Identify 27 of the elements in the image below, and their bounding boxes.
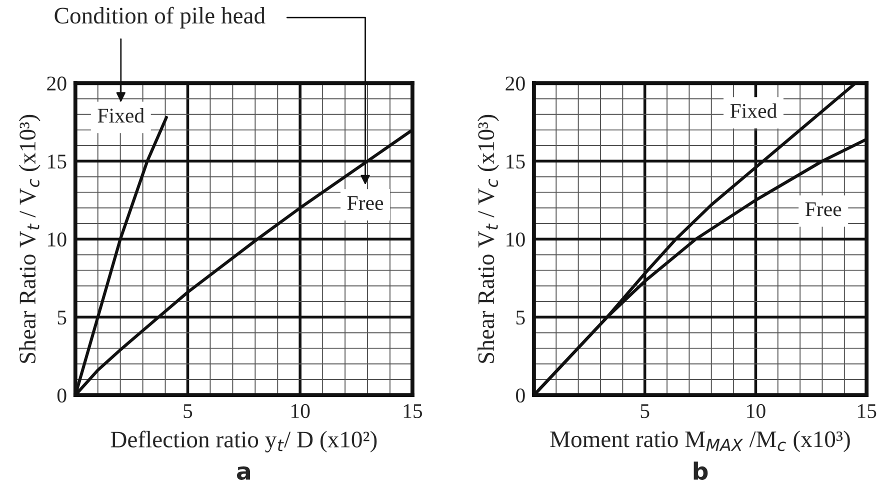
x-axis-title: Moment ratio M$_{MAX}$ /M$_{c}$ (x10³) [550,430,850,452]
y-tick-label: 15 [506,154,525,169]
x-axis-title: Deflection ratio y$_{t}$/ D (x10²) [110,430,377,452]
y-tick-label: 20 [506,76,525,91]
x-tick-label: 15 [858,404,876,418]
y-tick-label: 15 [48,154,66,169]
x-tick-label: 10 [747,404,766,418]
x-tick-label: 5 [184,404,192,418]
legend-label: Fixed [98,108,144,123]
legend-title: Condition of pile head [54,6,266,28]
y-tick-label: 10 [506,232,525,247]
x-tick-label: 5 [640,404,650,418]
y-tick-label: 5 [58,310,66,325]
y-axis-title: Shear Ratio V$_{t}$ / V$_{c}$ (x10³) [478,114,499,363]
y-axis-title: Shear Ratio V$_{t}$ / V$_{c}$ (x10³) [18,114,40,363]
y-tick-label: 10 [48,232,66,247]
text: b [694,462,708,480]
x-tick-label: 10 [292,404,310,418]
y-tick-label: 5 [516,310,525,325]
series-label: Fixed [730,103,777,118]
y-tick-label: 0 [516,388,525,403]
y-tick-label: 20 [47,76,66,91]
x-tick-label: 15 [404,404,422,418]
text: a [236,466,250,480]
series-label: Free [805,202,842,216]
legend-label: Free [347,196,384,210]
y-tick-label: 0 [57,388,66,403]
